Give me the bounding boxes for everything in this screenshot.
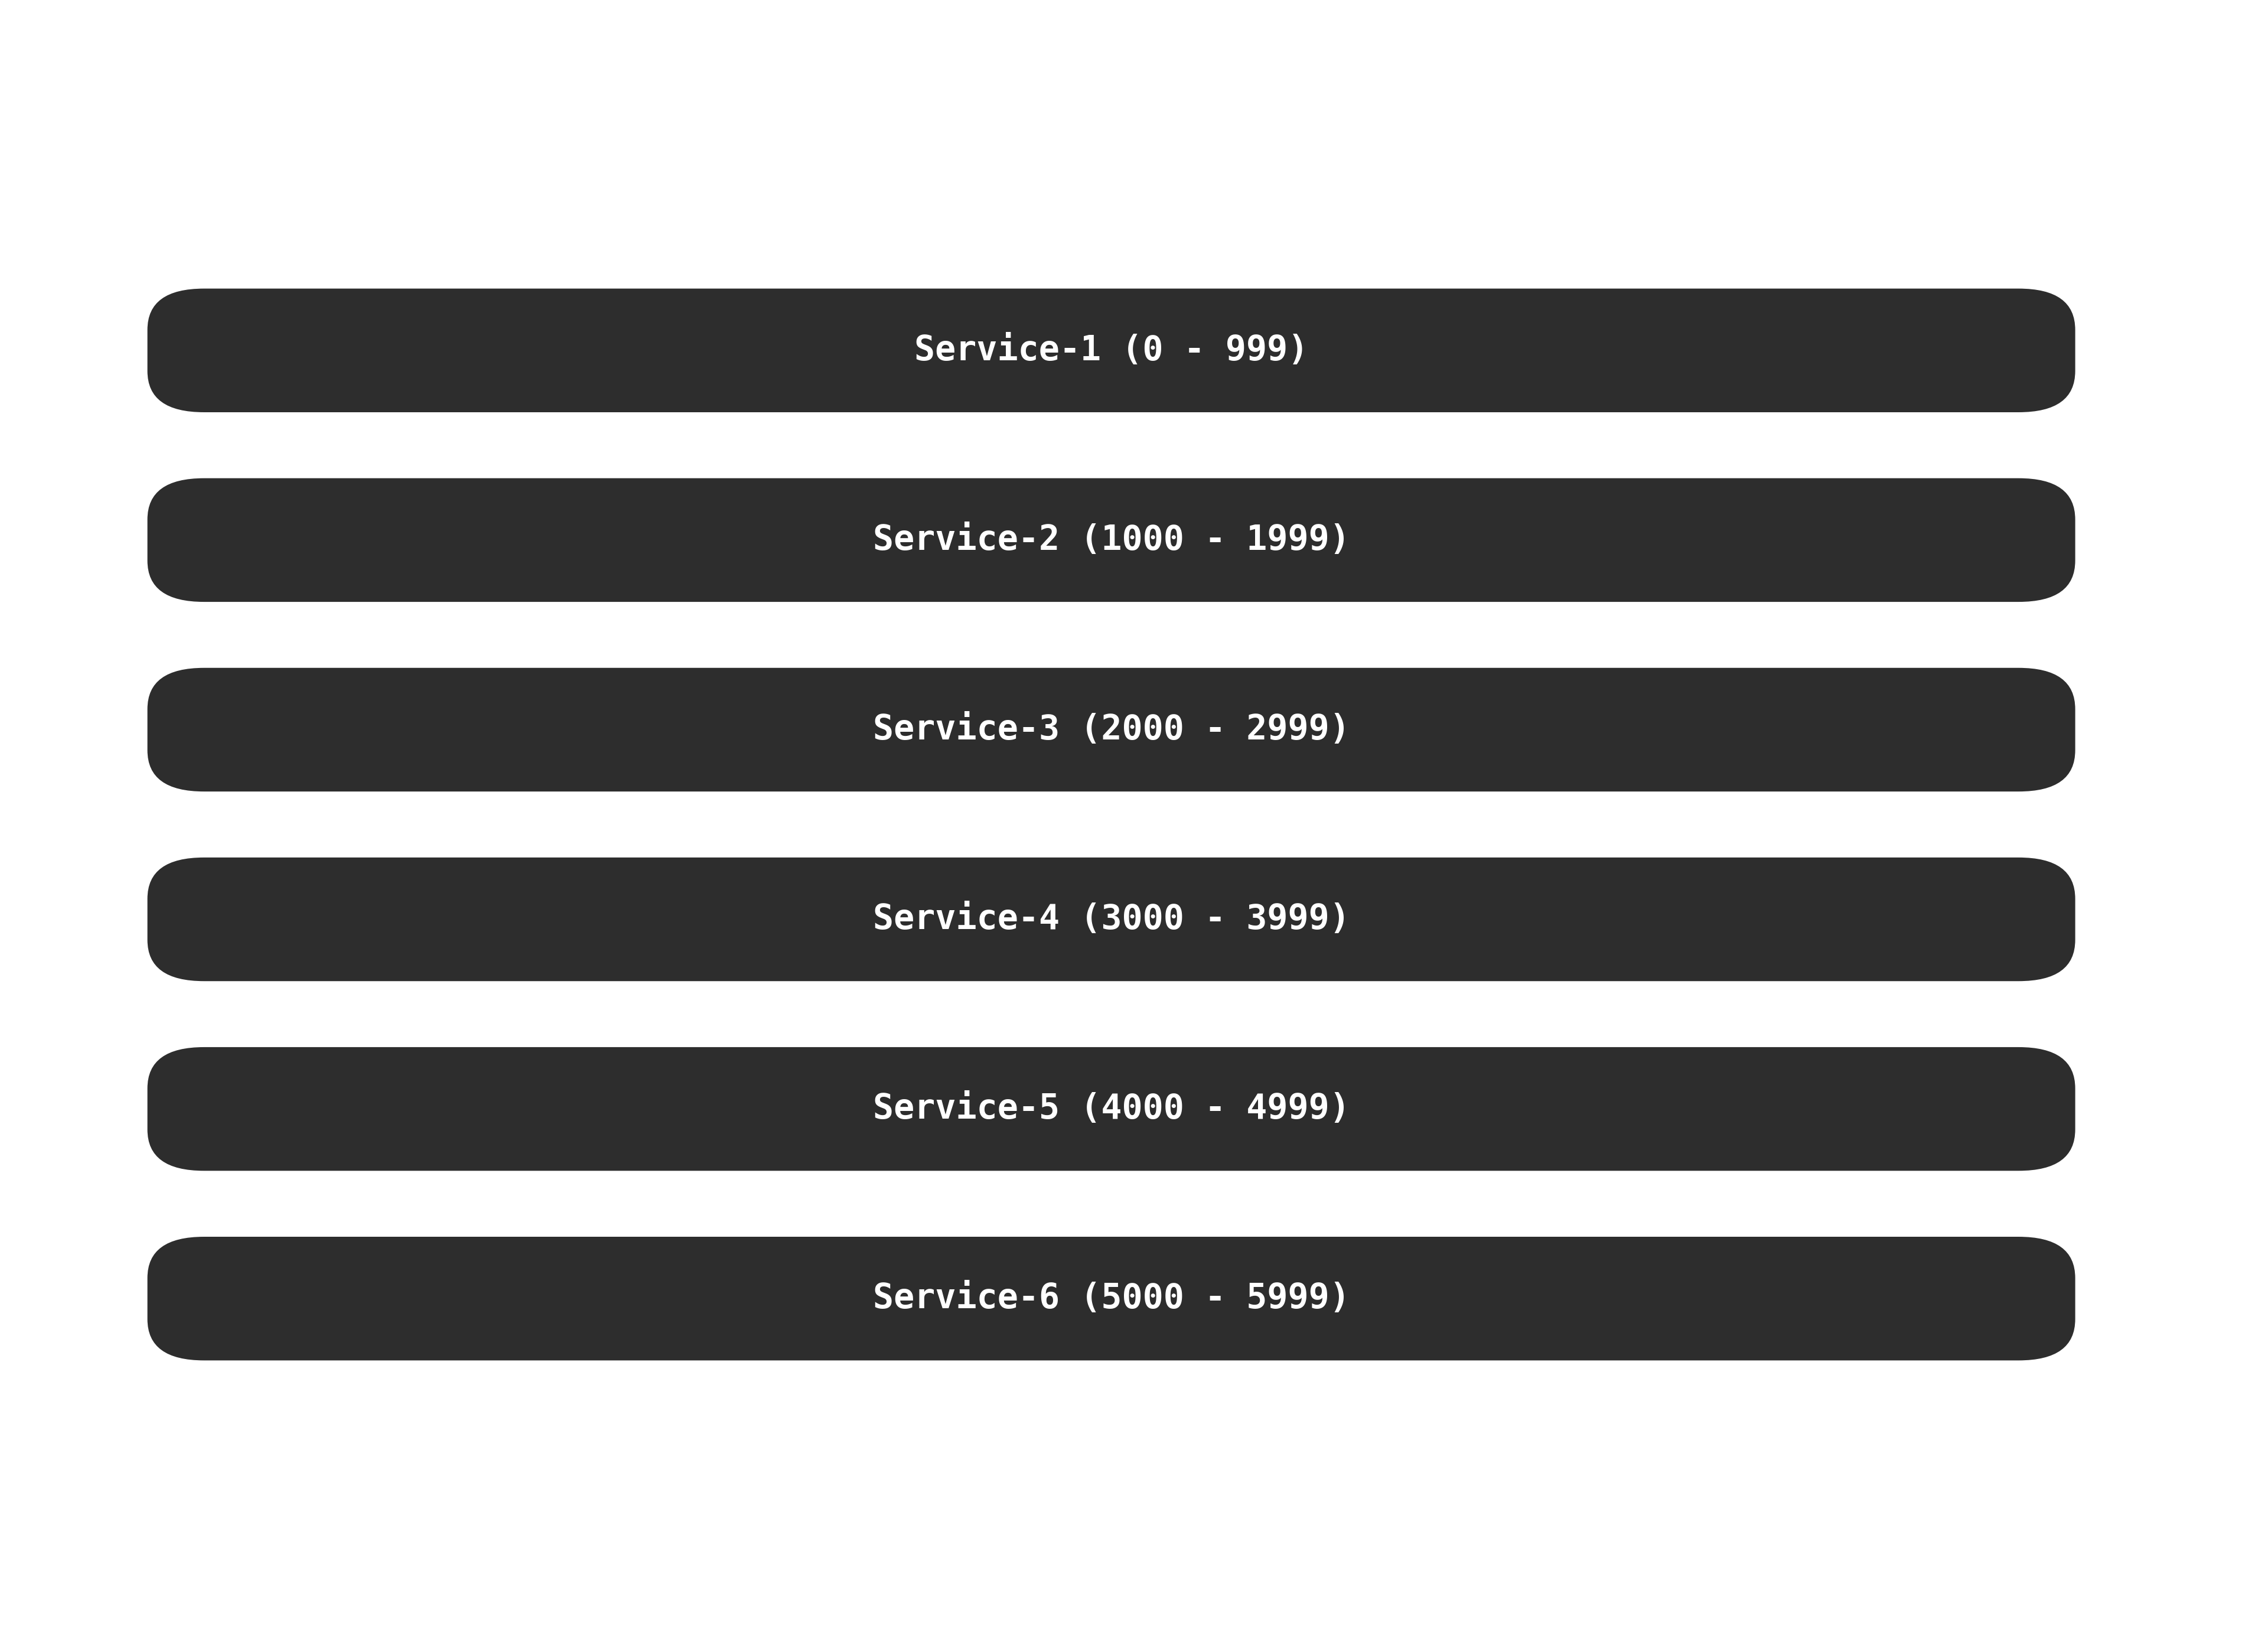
Text: Service-2 (1000 - 1999): Service-2 (1000 - 1999) [873,523,1349,557]
FancyBboxPatch shape [147,668,2075,792]
Text: Service-4 (3000 - 3999): Service-4 (3000 - 3999) [873,902,1349,937]
FancyBboxPatch shape [147,289,2075,412]
FancyBboxPatch shape [147,1237,2075,1360]
Text: Service-5 (4000 - 4999): Service-5 (4000 - 4999) [873,1092,1349,1126]
FancyBboxPatch shape [147,857,2075,981]
FancyBboxPatch shape [147,1047,2075,1171]
Text: Service-1 (0 - 999): Service-1 (0 - 999) [914,333,1309,368]
FancyBboxPatch shape [147,478,2075,602]
Text: Service-6 (5000 - 5999): Service-6 (5000 - 5999) [873,1281,1349,1316]
Text: Service-3 (2000 - 2999): Service-3 (2000 - 2999) [873,712,1349,747]
